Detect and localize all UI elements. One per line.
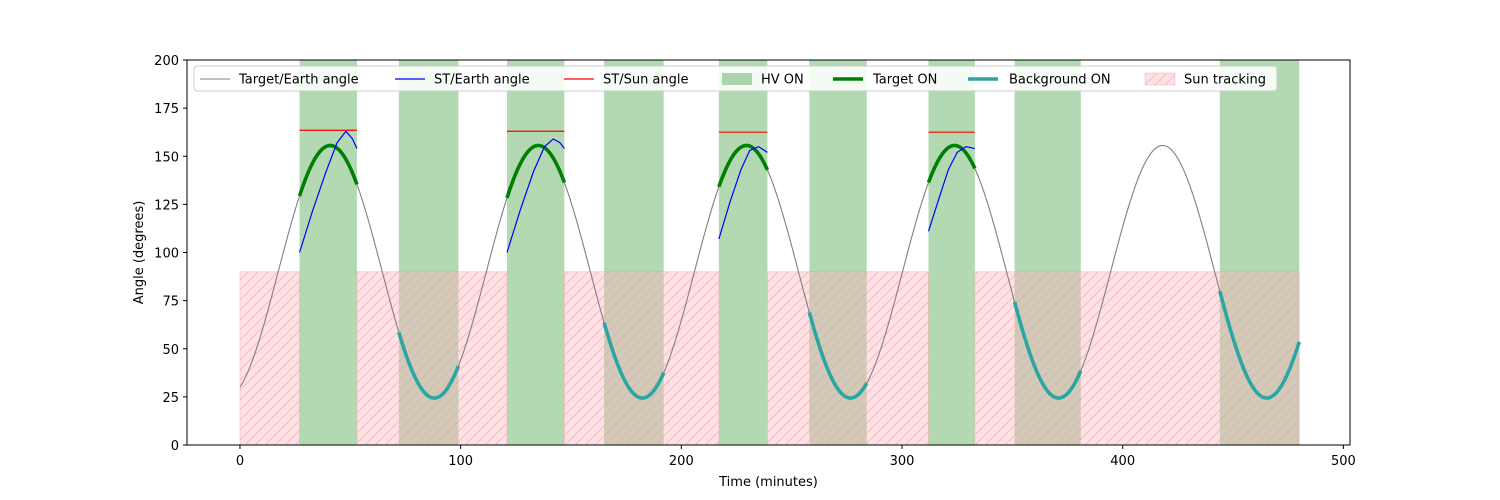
- st-earth-segment: [506, 138, 565, 253]
- legend-background-on-label: Background ON: [1009, 73, 1111, 88]
- background-on-segment: [602, 322, 666, 400]
- x-tick-label: 300: [890, 454, 915, 469]
- legend-sun-tracking-label: Sun tracking: [1184, 73, 1266, 88]
- st-earth-segment: [298, 130, 358, 253]
- y-axis-label: Angle (degrees): [132, 201, 147, 305]
- legend: Target/Earth angle ST/Earth angle ST/Sun a…: [193, 65, 1278, 92]
- legend-hv-on-swatch: [722, 73, 752, 85]
- x-tick-label: 100: [448, 454, 473, 469]
- sun-tracking-span: [766, 271, 929, 445]
- y-tick-label: 50: [162, 343, 179, 358]
- target-on-segment: [505, 143, 567, 199]
- legend-target-earth-angle-label: Target/Earth angle: [238, 73, 359, 88]
- y-tick-label: 150: [154, 150, 179, 165]
- background-on-segment: [1218, 290, 1301, 400]
- st-earth-segment: [927, 145, 975, 232]
- target-on-segment: [717, 143, 770, 188]
- hv-on-span: [718, 60, 768, 445]
- y-tick-label: 175: [154, 102, 179, 117]
- hv-on-span: [299, 60, 357, 445]
- y-tick-label: 125: [154, 198, 179, 213]
- legend-box: [193, 65, 1278, 92]
- legend-sun-tracking-swatch: [1144, 72, 1176, 86]
- plot-area: [239, 60, 1301, 445]
- x-tick-label: 0: [236, 454, 244, 469]
- sun-tracking-span: [974, 271, 1300, 445]
- sun-tracking-span: [239, 271, 300, 445]
- y-tick-label: 0: [171, 439, 179, 454]
- background-on-segment: [1012, 301, 1083, 400]
- hv-on-span: [506, 60, 565, 445]
- target-on-segment: [926, 143, 977, 184]
- y-tick-label: 25: [162, 391, 179, 406]
- legend-st-earth-angle-label: ST/Earth angle: [434, 73, 530, 88]
- x-tick-label: 500: [1331, 454, 1356, 469]
- x-tick-label: 400: [1110, 454, 1135, 469]
- sun-tracking-span: [356, 271, 508, 445]
- target-on-segment: [297, 143, 359, 197]
- y-tick-label: 200: [154, 54, 179, 69]
- st-earth-segment: [718, 145, 768, 240]
- legend-st-sun-angle-label: ST/Sun angle: [603, 73, 689, 88]
- y-tick-label: 75: [162, 295, 179, 310]
- legend-hv-on-label: HV ON: [761, 73, 804, 88]
- sun-tracking-span: [563, 271, 720, 445]
- background-on-segment: [807, 311, 869, 400]
- y-tick-label: 100: [154, 247, 179, 262]
- x-tick-label: 200: [669, 454, 694, 469]
- x-axis-label: Time (minutes): [718, 475, 818, 490]
- hv-on-span: [928, 60, 975, 445]
- legend-target-on-label: Target ON: [872, 73, 937, 88]
- background-on-segment: [397, 331, 461, 400]
